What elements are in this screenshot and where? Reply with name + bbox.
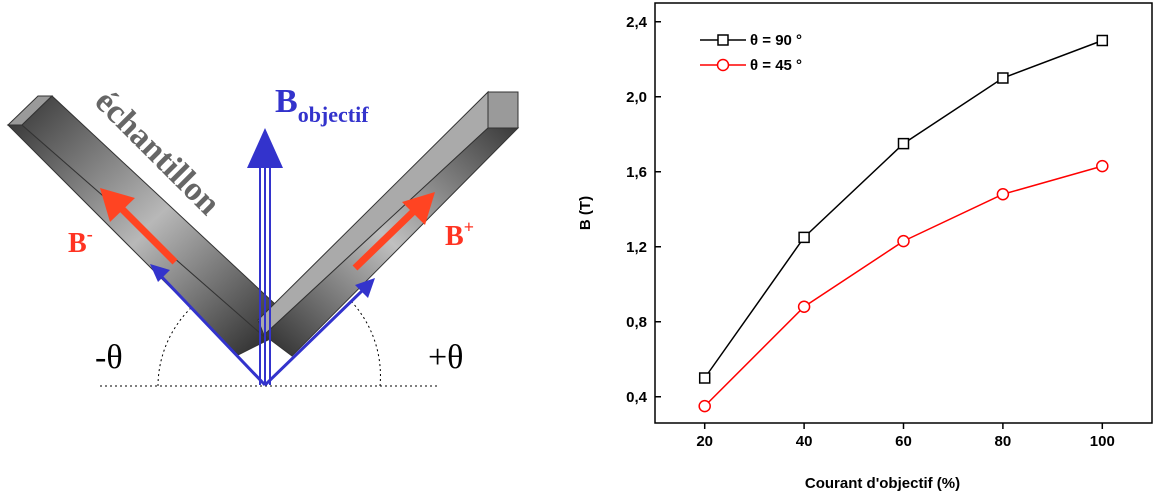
series-line (704, 165, 1103, 407)
y-tick-label: 0,8 (626, 314, 647, 331)
arrow-shaft (115, 202, 178, 265)
beam-left (6, 124, 269, 356)
marker (997, 72, 1009, 84)
y-tick-label: 1,6 (626, 164, 647, 181)
x-axis-label: Courant d'objectif (%) (805, 475, 960, 492)
superscript: - (87, 224, 93, 244)
arrow-shaft (352, 207, 418, 271)
marker (1096, 159, 1109, 173)
y-tick-label: 1,2 (626, 239, 647, 256)
marker (698, 372, 711, 384)
angle-arc (349, 299, 381, 387)
series-line (704, 39, 1103, 379)
angle-label: +θ (428, 339, 463, 376)
y-tick-label: 0,4 (626, 389, 648, 406)
arrow-head (355, 278, 375, 298)
arrow-shaft (263, 286, 367, 387)
angle-label: -θ (95, 339, 123, 376)
x-tick-label: 60 (895, 433, 912, 450)
marker (797, 300, 811, 313)
beam-top (487, 91, 519, 129)
arrow-head (150, 264, 170, 282)
marker (798, 231, 810, 244)
marker (716, 58, 730, 72)
symbol: B (275, 83, 298, 120)
b-minus-label: B- (68, 224, 93, 259)
marker (717, 34, 729, 46)
marker (897, 234, 910, 248)
x-tick-label: 100 (1090, 433, 1115, 450)
symbol: B (68, 228, 87, 259)
b-plus-label: B+ (445, 217, 474, 252)
symbol: B (445, 221, 464, 252)
arrow-head (100, 188, 135, 222)
x-tick-label: 20 (696, 433, 713, 450)
marker (897, 137, 910, 150)
marker (996, 188, 1010, 201)
plot-frame (654, 2, 1153, 424)
x-tick-label: 40 (796, 433, 813, 450)
marker (1096, 34, 1109, 47)
arrow-head (402, 192, 435, 225)
y-tick-label: 2,0 (626, 89, 647, 106)
marker (698, 399, 711, 413)
chart: 0,4 0,8 1,2 1,6 2,0 2,4 20 40 60 80 100 Courant d'o… (577, 2, 1153, 492)
beam-right-face (257, 90, 489, 336)
arrow-shaft (158, 273, 267, 387)
beam-right (263, 127, 520, 357)
x-tick-label: 80 (995, 433, 1012, 450)
b-objective-label: Bobjectif (275, 83, 369, 127)
y-tick-label: 2,4 (626, 14, 648, 31)
y-axis-label: B (T) (577, 196, 594, 230)
arrow-head (247, 128, 283, 168)
diagram: échantillon Bobjectif B- B+ -θ +θ (6, 83, 520, 387)
superscript: + (464, 217, 474, 237)
legend-label: θ = 45 ° (750, 57, 802, 74)
subscript: objectif (298, 102, 370, 127)
legend-label: θ = 90 ° (750, 32, 802, 49)
angle-arc (157, 299, 201, 387)
